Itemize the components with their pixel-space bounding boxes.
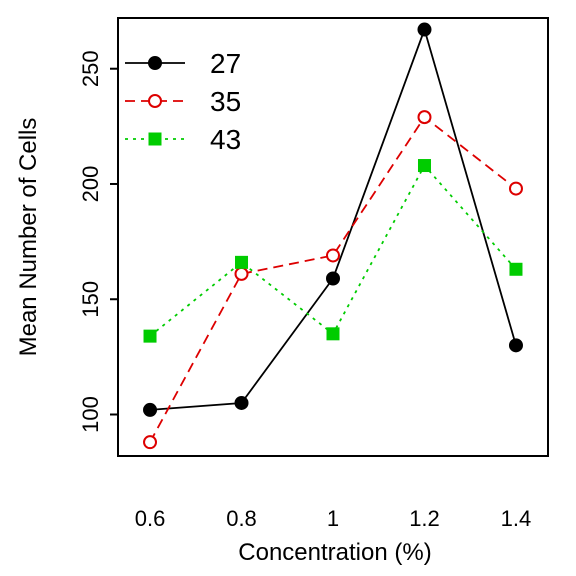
y-tick-label: 150: [78, 281, 103, 318]
data-point: [235, 255, 249, 269]
legend-marker: [148, 56, 162, 70]
x-axis-title: Concentration (%): [238, 539, 431, 566]
x-tick-label: 0.6: [135, 506, 166, 531]
series-layer: [143, 22, 523, 450]
data-point: [326, 327, 340, 341]
data-point: [326, 248, 340, 263]
series-27: [143, 22, 523, 417]
data-point: [509, 262, 523, 276]
y-axis: 100 150 200 250: [78, 50, 118, 433]
series-line-35: [149, 115, 517, 443]
x-axis: 0.6 0.8 1 1.2 1.4: [135, 506, 532, 531]
x-tick-label: 1.4: [501, 506, 532, 531]
x-tick-label: 1.2: [409, 506, 440, 531]
y-tick-label: 200: [78, 166, 103, 203]
data-point: [143, 402, 158, 417]
data-point: [143, 435, 158, 450]
data-point: [326, 271, 340, 286]
data-point: [234, 395, 249, 410]
x-tick-label: 0.8: [226, 506, 257, 531]
legend-item-27: 27: [125, 48, 241, 79]
series-43: [143, 159, 523, 343]
y-tick-label: 250: [78, 50, 103, 87]
x-tick-label: 1: [327, 506, 339, 531]
legend: 27 35 43: [125, 48, 241, 155]
legend-label: 43: [210, 124, 241, 155]
data-point: [508, 181, 523, 196]
data-point: [417, 22, 432, 37]
legend-label: 27: [210, 48, 241, 79]
data-point: [234, 266, 249, 281]
plot-border: [117, 17, 549, 457]
series-35: [143, 110, 523, 450]
series-line-27: [149, 26, 517, 411]
legend-item-35: 35: [125, 86, 241, 117]
legend-marker: [148, 94, 162, 108]
legend-label: 35: [210, 86, 241, 117]
legend-marker: [148, 132, 162, 146]
y-axis-title: Mean Number of Cells: [15, 118, 42, 357]
legend-item-43: 43: [125, 124, 241, 155]
data-point: [417, 110, 432, 125]
data-point: [417, 159, 431, 173]
data-point: [143, 329, 157, 343]
data-point: [508, 338, 523, 353]
y-tick-label: 100: [78, 396, 103, 433]
